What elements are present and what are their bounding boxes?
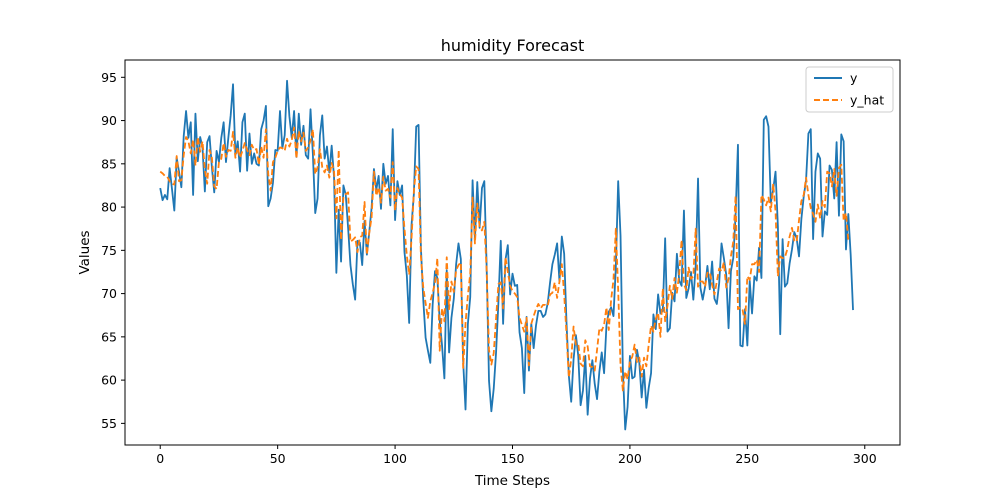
y-axis-label: Values [77, 230, 93, 274]
series-line-y [159, 79, 854, 431]
chart-title: humidity Forecast [441, 36, 584, 55]
x-axis-label: Time Steps [474, 473, 550, 489]
y-axis: 55 60 65 70 75 80 85 90 95 [101, 70, 125, 431]
plot-area [159, 79, 854, 431]
y-tick-label: 95 [101, 70, 117, 85]
x-axis: 0 50 100 150 200 250 300 [156, 445, 877, 466]
x-tick-label: 250 [735, 451, 759, 466]
y-tick-label: 55 [101, 416, 117, 431]
legend-label-y: y [850, 71, 858, 86]
x-tick-label: 300 [853, 451, 877, 466]
series-line-y-hat [159, 126, 850, 392]
x-tick-label: 200 [618, 451, 642, 466]
x-tick-label: 0 [156, 451, 164, 466]
x-tick-label: 50 [270, 451, 286, 466]
x-tick-label: 150 [501, 451, 525, 466]
y-tick-label: 65 [101, 329, 117, 344]
y-tick-label: 85 [101, 156, 117, 171]
legend-label-y-hat: y_hat [850, 93, 884, 108]
legend: y y_hat [805, 66, 894, 113]
y-tick-label: 80 [101, 200, 117, 215]
x-tick-label: 100 [383, 451, 407, 466]
y-tick-label: 70 [101, 286, 117, 301]
y-tick-label: 60 [101, 373, 117, 388]
y-tick-label: 75 [101, 243, 117, 258]
y-tick-label: 90 [101, 113, 117, 128]
